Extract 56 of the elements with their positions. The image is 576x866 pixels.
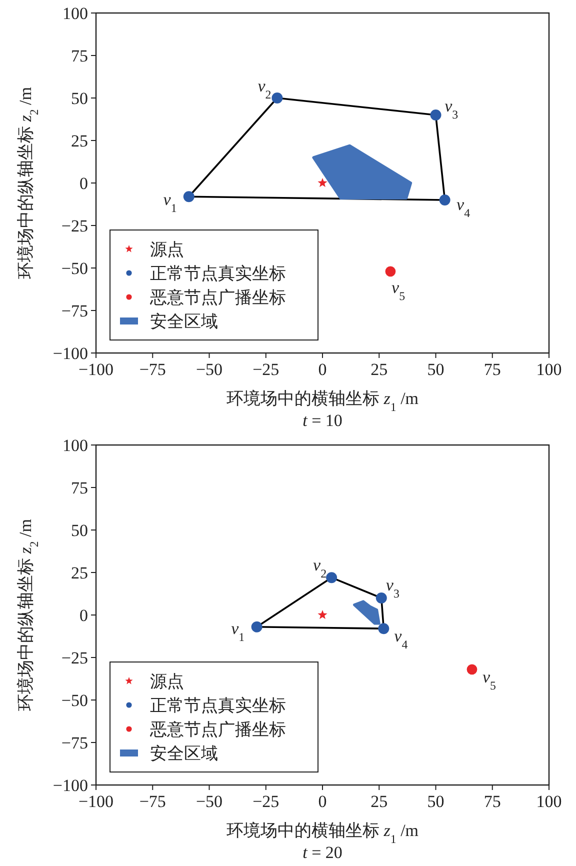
legend-label: 安全区域 (150, 744, 218, 763)
x-tick-label: −50 (196, 792, 223, 811)
annotation: v$_{3}$ (444, 96, 458, 122)
y-tick-label: 25 (71, 564, 88, 582)
legend-label: 源点 (150, 240, 184, 259)
annotation: v$_{2}$ (313, 555, 327, 580)
x-tick-label: −25 (252, 360, 280, 379)
legend-label: 安全区域 (150, 312, 218, 331)
y-tick-label: 0 (80, 606, 88, 625)
y-tick-label: −50 (61, 259, 88, 278)
y-tick-label: −100 (52, 344, 88, 363)
annotation: v$_{4}$ (456, 195, 470, 220)
legend-label: 恶意节点广播坐标 (149, 720, 286, 739)
x-tick-label: −50 (196, 360, 223, 379)
x-tick-label: 25 (370, 792, 388, 811)
y-tick-label: 50 (71, 89, 88, 108)
y-tick-label: −25 (61, 216, 88, 236)
legend-label: 恶意节点广播坐标 (149, 288, 286, 307)
y-tick-label: 25 (71, 132, 88, 150)
y-tick-label: −75 (61, 734, 88, 752)
y-tick-label: −25 (61, 648, 88, 668)
x-tick-label: 75 (484, 792, 501, 811)
x-tick-label: 75 (484, 360, 501, 379)
x-tick-label: 0 (318, 792, 327, 811)
legend-label: 正常节点真实坐标 (150, 264, 286, 283)
x-axis-title: 环境场中的横轴坐标 z$_{1}$ /m (226, 821, 419, 846)
y-tick-label: 75 (71, 478, 88, 498)
x-tick-label: 100 (536, 792, 562, 811)
y-tick-label: −75 (61, 302, 88, 320)
annotation: v$_{2}$ (258, 76, 272, 102)
annotation: v$_{5}$ (482, 668, 496, 693)
x-axis-title: 环境场中的横轴坐标 z$_{1}$ /m (226, 389, 419, 414)
y-tick-label: 0 (80, 174, 88, 193)
text: t = 10 (302, 411, 342, 430)
x-tick-label: 25 (370, 360, 388, 379)
y-tick-label: 100 (62, 4, 88, 23)
annotation: v$_{4}$ (394, 626, 408, 652)
annotation: v$_{3}$ (386, 575, 400, 600)
x-tick-label: 100 (536, 360, 562, 379)
y-tick-label: 75 (71, 46, 88, 66)
y-tick-label: −100 (52, 776, 88, 795)
x-tick-label: 50 (427, 360, 444, 379)
text: t = 20 (302, 843, 342, 862)
annotation: v$_{5}$ (392, 278, 406, 303)
x-tick-label: 0 (318, 360, 327, 379)
x-tick-label: −75 (139, 792, 166, 811)
legend-label: 源点 (150, 672, 184, 691)
annotation: v$_{1}$ (163, 190, 177, 215)
legend-label: 正常节点真实坐标 (150, 696, 286, 715)
annotation: v$_{1}$ (231, 618, 245, 644)
x-tick-label: −75 (139, 360, 166, 379)
y-tick-label: −50 (61, 691, 88, 710)
x-tick-label: 50 (427, 792, 444, 811)
x-tick-label: −25 (252, 792, 280, 811)
y-tick-label: 50 (71, 521, 88, 540)
y-tick-label: 100 (62, 436, 88, 455)
